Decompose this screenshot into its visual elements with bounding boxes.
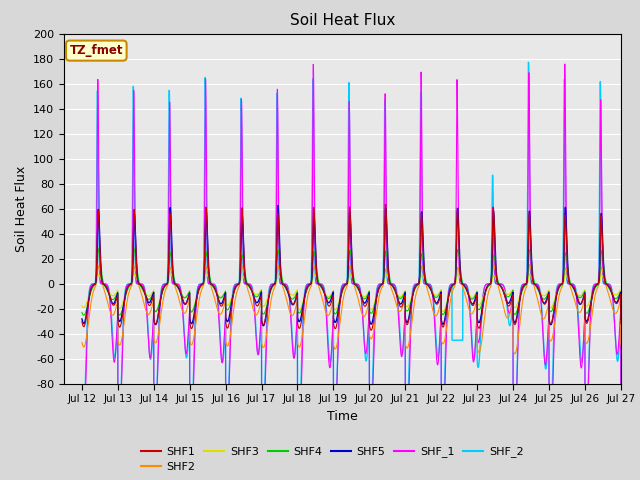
SHF3: [566, 281, 573, 287]
SHF_2: [228, 292, 236, 298]
SHF5: [617, 289, 625, 295]
Line: SHF4: SHF4: [82, 249, 621, 315]
SHF5: [413, 282, 421, 288]
SHF3: [404, 304, 412, 310]
SHF2: [617, 341, 625, 347]
SHF_2: [566, 281, 573, 287]
SHF1: [404, 320, 412, 326]
SHF_1: [547, 449, 554, 455]
SHF5: [617, 316, 625, 322]
SHF_2: [413, 281, 421, 287]
SHF4: [404, 307, 412, 313]
SHF4: [78, 310, 86, 315]
SHF_1: [413, 281, 421, 287]
SHF3: [617, 287, 625, 293]
Text: TZ_fmet: TZ_fmet: [70, 44, 123, 57]
SHF3: [228, 292, 236, 298]
SHF5: [228, 295, 236, 301]
SHF4: [413, 282, 421, 288]
Line: SHF5: SHF5: [82, 205, 621, 326]
SHF3: [439, 309, 447, 314]
SHF1: [617, 321, 625, 326]
SHF1: [78, 319, 86, 324]
SHF1: [413, 282, 421, 288]
SHF2: [617, 297, 625, 302]
Line: SHF3: SHF3: [82, 273, 621, 312]
SHF3: [193, 291, 201, 297]
SHF4: [194, 291, 202, 297]
SHF_1: [561, 61, 569, 67]
SHF_2: [617, 318, 625, 324]
SHF1: [381, 201, 389, 207]
Line: SHF_2: SHF_2: [82, 62, 621, 454]
SHF2: [78, 339, 86, 345]
SHF2: [193, 309, 201, 314]
SHF3: [413, 282, 421, 288]
SHF1: [566, 281, 573, 287]
SHF5: [260, 323, 268, 329]
SHF_2: [525, 60, 532, 65]
SHF1: [228, 298, 236, 304]
Line: SHF2: SHF2: [82, 264, 621, 354]
SHF2: [566, 282, 573, 288]
Y-axis label: Soil Heat Flux: Soil Heat Flux: [15, 166, 28, 252]
Legend: SHF1, SHF2, SHF3, SHF4, SHF5, SHF_1, SHF_2: SHF1, SHF2, SHF3, SHF4, SHF5, SHF_1, SHF…: [136, 442, 528, 477]
Line: SHF1: SHF1: [82, 204, 621, 330]
SHF_1: [404, 430, 412, 435]
SHF4: [617, 309, 625, 314]
SHF_1: [78, 414, 86, 420]
SHF2: [228, 316, 236, 322]
SHF3: [454, 270, 461, 276]
Line: SHF_1: SHF_1: [82, 64, 621, 452]
SHF5: [193, 291, 201, 297]
SHF3: [78, 303, 86, 309]
SHF4: [566, 278, 573, 284]
SHF3: [617, 304, 625, 310]
SHF_2: [193, 286, 201, 292]
SHF4: [80, 312, 88, 318]
SHF2: [511, 351, 518, 357]
SHF_1: [617, 419, 625, 425]
SHF4: [95, 246, 102, 252]
SHF_1: [617, 309, 625, 314]
SHF5: [404, 318, 412, 324]
SHF_1: [193, 288, 201, 294]
SHF4: [617, 289, 625, 295]
X-axis label: Time: Time: [327, 410, 358, 423]
SHF5: [78, 316, 86, 322]
SHF4: [229, 293, 237, 299]
SHF_2: [78, 416, 86, 421]
Title: Soil Heat Flux: Soil Heat Flux: [290, 13, 395, 28]
SHF_2: [617, 430, 625, 435]
SHF_1: [566, 281, 573, 287]
SHF1: [193, 293, 201, 299]
SHF5: [566, 281, 573, 287]
SHF5: [274, 203, 282, 208]
SHF_2: [510, 451, 518, 457]
SHF2: [413, 287, 421, 293]
SHF2: [404, 345, 412, 350]
SHF_1: [228, 296, 236, 301]
SHF_2: [404, 407, 412, 412]
SHF2: [526, 262, 534, 267]
SHF1: [367, 327, 375, 333]
SHF1: [617, 291, 625, 297]
